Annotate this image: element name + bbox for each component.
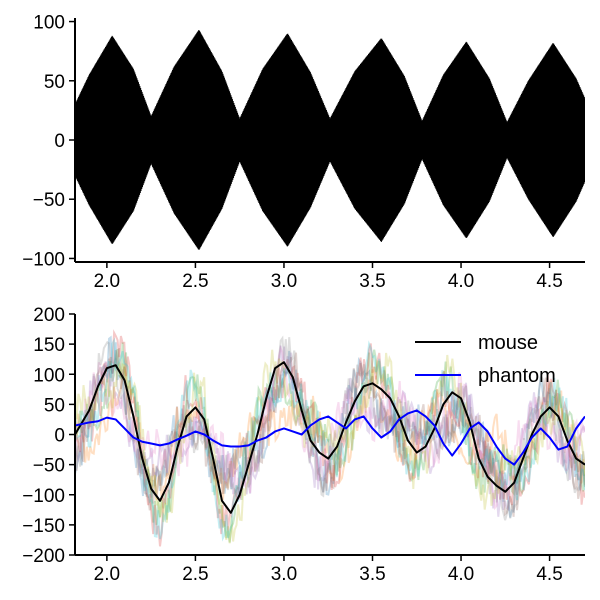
x-tick-label: 4.0 xyxy=(448,271,474,292)
y-tick-label: 0 xyxy=(54,131,65,152)
signal-trace xyxy=(75,29,585,250)
x-tick-label: 4.5 xyxy=(536,271,562,292)
y-tick-label: 50 xyxy=(44,395,65,416)
background-trace xyxy=(75,366,585,502)
x-tick-label: 2.0 xyxy=(94,271,120,292)
y-tick-label: −50 xyxy=(33,190,65,211)
y-tick-label: 100 xyxy=(33,365,65,386)
series-line-mouse xyxy=(75,361,585,514)
y-tick-label: −100 xyxy=(22,486,65,507)
y-tick-label: −50 xyxy=(33,456,65,477)
y-tick-label: 100 xyxy=(33,13,65,34)
y-tick-label: −100 xyxy=(22,249,65,270)
plot-area xyxy=(75,329,585,547)
x-tick-label: 2.0 xyxy=(94,564,120,585)
y-tick-label: 150 xyxy=(33,335,65,356)
y-tick-label: 200 xyxy=(33,305,65,326)
x-tick-label: 4.0 xyxy=(448,564,474,585)
x-tick-label: 2.5 xyxy=(182,564,208,585)
bottom-chart: mouse phantom 200 150 100 50 0 −50 −100 −150 −200 2… xyxy=(22,305,585,585)
background-trace xyxy=(75,349,585,544)
legend-label-phantom: phantom xyxy=(478,365,556,387)
series-line-phantom xyxy=(75,409,585,466)
background-trace xyxy=(75,329,585,547)
x-tick-label: 3.5 xyxy=(359,564,385,585)
plot-area xyxy=(75,29,585,250)
y-tick-label: 0 xyxy=(54,426,65,447)
background-trace xyxy=(75,335,585,518)
background-trace xyxy=(75,345,585,511)
x-tick-label: 3.0 xyxy=(271,564,297,585)
background-trace xyxy=(75,337,585,542)
y-tick-label: −150 xyxy=(22,516,65,537)
x-tick-label: 4.5 xyxy=(536,564,562,585)
x-tick-label: 3.5 xyxy=(359,271,385,292)
x-tick-label: 3.0 xyxy=(271,271,297,292)
x-tick-label: 2.5 xyxy=(182,271,208,292)
legend-label-mouse: mouse xyxy=(478,332,538,354)
top-chart: 100 50 0 −50 −100 2.0 2.5 3.0 3.5 4.0 4.5 xyxy=(22,13,585,292)
y-tick-label: −200 xyxy=(22,546,65,567)
background-trace xyxy=(75,335,585,521)
background-trace xyxy=(75,348,585,517)
background-trace xyxy=(75,345,585,517)
background-trace xyxy=(75,342,585,543)
y-tick-label: 50 xyxy=(44,72,65,93)
